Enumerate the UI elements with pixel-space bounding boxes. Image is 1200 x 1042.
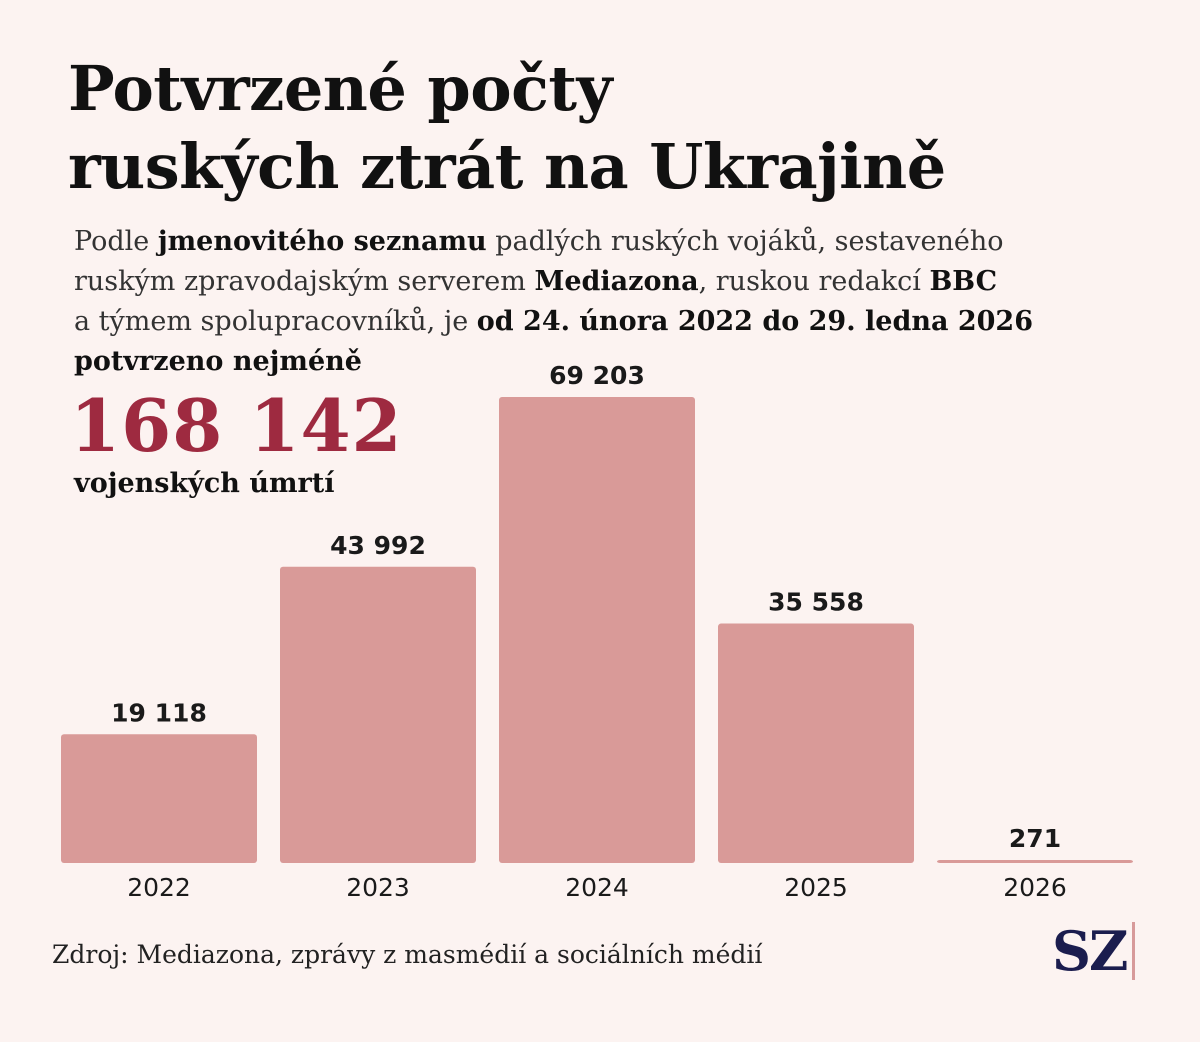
bar-2025 bbox=[718, 623, 914, 863]
category-label-2024: 2024 bbox=[565, 873, 629, 902]
intro-text-part: a týmem spolupracovníků, je bbox=[74, 306, 477, 337]
intro-text-part: padlých ruských vojáků, sestaveného bbox=[486, 226, 1004, 257]
intro-highlight-mediazona: Mediazona bbox=[534, 266, 699, 297]
category-label-2026: 2026 bbox=[1003, 873, 1067, 902]
bar-2022 bbox=[61, 734, 257, 863]
value-label-2022: 19 118 bbox=[111, 698, 207, 727]
bar-2024 bbox=[499, 397, 695, 863]
intro-highlight-dates: od 24. února 2022 do 29. ledna 2026 bbox=[476, 306, 1034, 337]
sz-logo: SZ bbox=[1052, 919, 1136, 983]
intro-line-4: potvrzeno nejméně bbox=[74, 342, 1154, 382]
value-label-2026: 271 bbox=[1009, 824, 1061, 853]
logo-divider bbox=[1132, 922, 1136, 980]
source-note: Zdroj: Mediazona, zprávy z masmédií a so… bbox=[52, 940, 763, 969]
category-label-2022: 2022 bbox=[127, 873, 191, 902]
value-label-2025: 35 558 bbox=[768, 588, 864, 617]
intro-text-part: , ruskou redakcí bbox=[698, 266, 930, 297]
title-line-1: Potvrzené počty bbox=[68, 52, 613, 125]
intro-line-1: Podle jmenovitého seznamu padlých ruskýc… bbox=[74, 222, 1154, 262]
category-label-2025: 2025 bbox=[784, 873, 848, 902]
intro-line-3: a týmem spolupracovníků, je od 24. února… bbox=[74, 302, 1154, 342]
category-label-2023: 2023 bbox=[346, 873, 410, 902]
intro-line-2: ruským zpravodajským serverem Mediazona,… bbox=[74, 262, 1154, 302]
intro-highlight-bbc: BBC bbox=[929, 266, 998, 297]
total-deaths-number: 168 142 bbox=[70, 383, 403, 468]
title-line-2: ruských ztrát na Ukrajině bbox=[68, 130, 946, 203]
bar-2026 bbox=[937, 860, 1133, 863]
intro-text-part: Podle bbox=[74, 226, 158, 257]
total-deaths-caption: vojenských úmrtí bbox=[74, 468, 335, 499]
intro-highlight-list: jmenovitého seznamu bbox=[157, 226, 487, 257]
value-label-2024: 69 203 bbox=[549, 361, 645, 390]
intro-highlight-confirmed: potvrzeno nejméně bbox=[74, 346, 362, 377]
intro-text-part: ruským zpravodajským serverem bbox=[74, 266, 535, 297]
bar-2023 bbox=[280, 566, 476, 863]
logo-text: SZ bbox=[1052, 919, 1128, 983]
chart-title: Potvrzené počty ruských ztrát na Ukrajin… bbox=[68, 50, 1148, 206]
value-label-2023: 43 992 bbox=[330, 531, 426, 560]
intro-text: Podle jmenovitého seznamu padlých ruskýc… bbox=[74, 222, 1154, 382]
